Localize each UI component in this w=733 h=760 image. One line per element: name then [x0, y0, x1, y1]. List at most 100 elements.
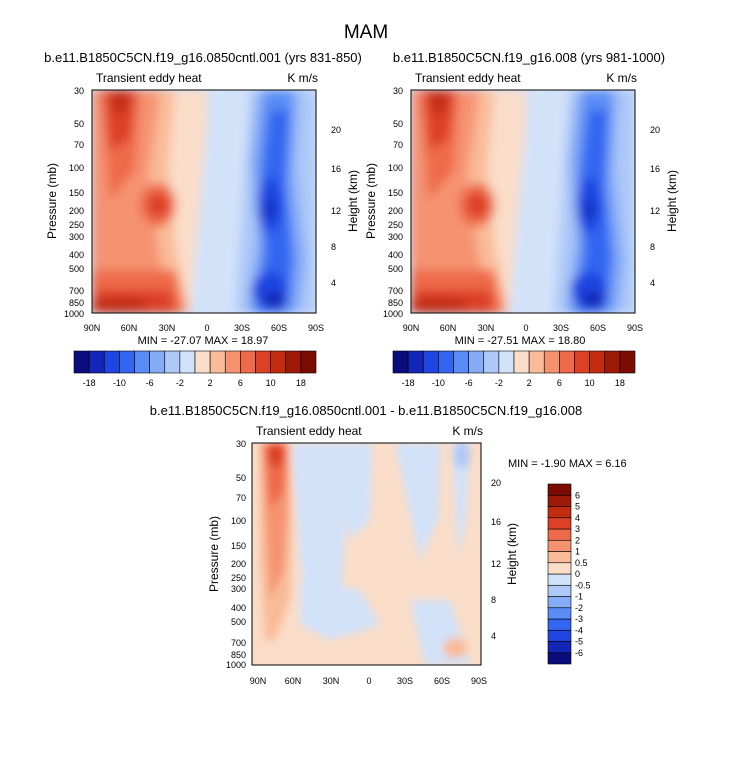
- panel-3-y-axis: 30 50 70 100 150 200 250 300 400 500 700…: [207, 439, 246, 670]
- panel-2-ytick: 30: [393, 86, 403, 96]
- colorbar-3-swatch: [547, 528, 572, 541]
- panel-3-subtitle-left: Transient eddy heat: [256, 424, 362, 438]
- colorbar-3-label: 0: [575, 569, 580, 579]
- colorbar-1-swatch: [194, 350, 211, 374]
- panel-1-ytick: 30: [74, 86, 84, 96]
- colorbar-1-label: 18: [296, 378, 306, 388]
- colorbar-2-swatch: [407, 350, 424, 374]
- panel-2-ytick: 400: [388, 250, 403, 260]
- panel-3-title: b.e11.B1850C5CN.f19_g16.0850cntl.001 - b…: [150, 403, 582, 418]
- colorbar-1-label: -18: [83, 378, 96, 388]
- panel-1-subtitle-right: K m/s: [287, 71, 318, 85]
- panel-3-field: [252, 443, 481, 665]
- panel-2-ytick: 100: [388, 163, 403, 173]
- colorbar-2-swatch: [604, 350, 621, 374]
- panel-1-ytick: 300: [69, 232, 84, 242]
- panel-3-htick: 16: [491, 517, 501, 527]
- panel-2-xtick: 30S: [553, 323, 569, 333]
- panel-3-xtick: 60N: [285, 676, 302, 686]
- panel-3-ytick: 200: [231, 559, 246, 569]
- colorbar-1-swatch: [224, 350, 241, 374]
- colorbar-2-label: 10: [585, 378, 595, 388]
- colorbar-2-label: 6: [557, 378, 562, 388]
- panel-1-ytick: 70: [74, 140, 84, 150]
- colorbar-2-swatch: [498, 350, 515, 374]
- colorbar-1-swatch: [270, 350, 287, 374]
- colorbar-1: -18 -10 -6 -2 2 6 10 18: [73, 350, 317, 388]
- colorbar-2: -18 -10 -6 -2 2 6 10 18: [392, 350, 636, 388]
- panel-3-xtick: 60S: [434, 676, 450, 686]
- colorbar-1-swatch: [164, 350, 181, 374]
- colorbar-1-swatch: [134, 350, 150, 374]
- panel-3-ytick: 70: [236, 493, 246, 503]
- panel-2-subtitle-right: K m/s: [606, 71, 637, 85]
- panel-1-xtick: 60N: [121, 323, 138, 333]
- panel-2-ytick: 50: [393, 119, 403, 129]
- colorbar-3-label: 6: [575, 490, 580, 500]
- colorbar-3-swatch: [547, 641, 572, 654]
- panel-1-htick: 4: [331, 278, 336, 288]
- panel-1-xtick: 30S: [234, 323, 250, 333]
- panel-2-xtick: 60N: [440, 323, 457, 333]
- panel-2-htick: 16: [650, 164, 660, 174]
- colorbar-3-swatch: [547, 562, 572, 575]
- panel-3-ylabel-right: Height (km): [505, 523, 519, 585]
- colorbar-3-label: -5: [575, 637, 583, 647]
- panel-3-xtick: 0: [366, 676, 371, 686]
- panel-3-x-axis: 90N 60N 30N 0 30S 60S 90S: [250, 676, 487, 686]
- panel-3-xtick: 30S: [397, 676, 413, 686]
- colorbar-1-label: 2: [208, 378, 213, 388]
- colorbar-2-swatch: [589, 350, 606, 374]
- panel-2-x-axis: 90N 60N 30N 0 30S 60S 90S: [403, 323, 643, 333]
- panel-2-title: b.e11.B1850C5CN.f19_g16.008 (yrs 981-100…: [393, 50, 665, 65]
- panel-2-htick: 8: [650, 242, 655, 252]
- colorbar-1-swatch: [149, 350, 166, 374]
- colorbar-2-swatch: [513, 350, 530, 374]
- panel-3-ytick: 30: [236, 439, 246, 449]
- colorbar-2-swatch: [619, 350, 636, 374]
- colorbar-1-swatch: [240, 350, 256, 374]
- panel-2-ytick: 200: [388, 206, 403, 216]
- panel-1-ytick: 100: [69, 163, 84, 173]
- colorbar-1-label: 6: [238, 378, 243, 388]
- panel-1-ytick: 150: [69, 188, 84, 198]
- panel-1-ytick: 850: [69, 298, 84, 308]
- colorbar-3-swatch: [547, 517, 572, 530]
- panel-2-htick: 12: [650, 206, 660, 216]
- colorbar-3-swatch: [547, 584, 572, 597]
- colorbar-2-swatch: [468, 350, 485, 374]
- colorbar-1-label: 10: [266, 378, 276, 388]
- panel-3-xtick: 30N: [323, 676, 340, 686]
- panel-3-stats: MIN = -1.90 MAX = 6.16: [508, 458, 627, 470]
- panel-3-ytick: 300: [231, 584, 246, 594]
- panel-2-ytick: 150: [388, 188, 403, 198]
- colorbar-2-swatch: [422, 350, 439, 374]
- panel-1-field: [92, 90, 316, 313]
- panel-3-ytick: 50: [236, 473, 246, 483]
- colorbar-2-label: -18: [402, 378, 415, 388]
- panel-1-htick: 16: [331, 164, 341, 174]
- panel-3-ytick: 1000: [226, 660, 246, 670]
- panel-2-ytick: 1000: [383, 309, 403, 319]
- panel-3-ytick: 100: [231, 516, 246, 526]
- colorbar-3-label: -1: [575, 592, 583, 602]
- panel-1-stats: MIN = -27.07 MAX = 18.97: [138, 335, 269, 347]
- panel-2-xtick: 30N: [478, 323, 495, 333]
- panel-1-ytick: 200: [69, 206, 84, 216]
- panel-2-xtick: 0: [523, 323, 528, 333]
- colorbar-2-label: -10: [432, 378, 445, 388]
- colorbar-2-swatch: [574, 350, 590, 374]
- panel-1-xtick: 90N: [84, 323, 101, 333]
- panel-3-ytick: 700: [231, 638, 246, 648]
- panel-3-htick: 20: [491, 478, 501, 488]
- colorbar-3-label: -4: [575, 625, 583, 635]
- panel-1: b.e11.B1850C5CN.f19_g16.0850cntl.001 (yr…: [44, 50, 362, 347]
- colorbar-1-label: -6: [146, 378, 154, 388]
- colorbar-1-label: -10: [113, 378, 126, 388]
- colorbar-3-label: -3: [575, 614, 583, 624]
- colorbar-2-label: -6: [465, 378, 473, 388]
- colorbar-3-label: 1: [575, 547, 580, 557]
- colorbar-3-swatch: [547, 652, 572, 665]
- colorbar-2-swatch: [453, 350, 469, 374]
- colorbar-1-swatch: [209, 350, 226, 374]
